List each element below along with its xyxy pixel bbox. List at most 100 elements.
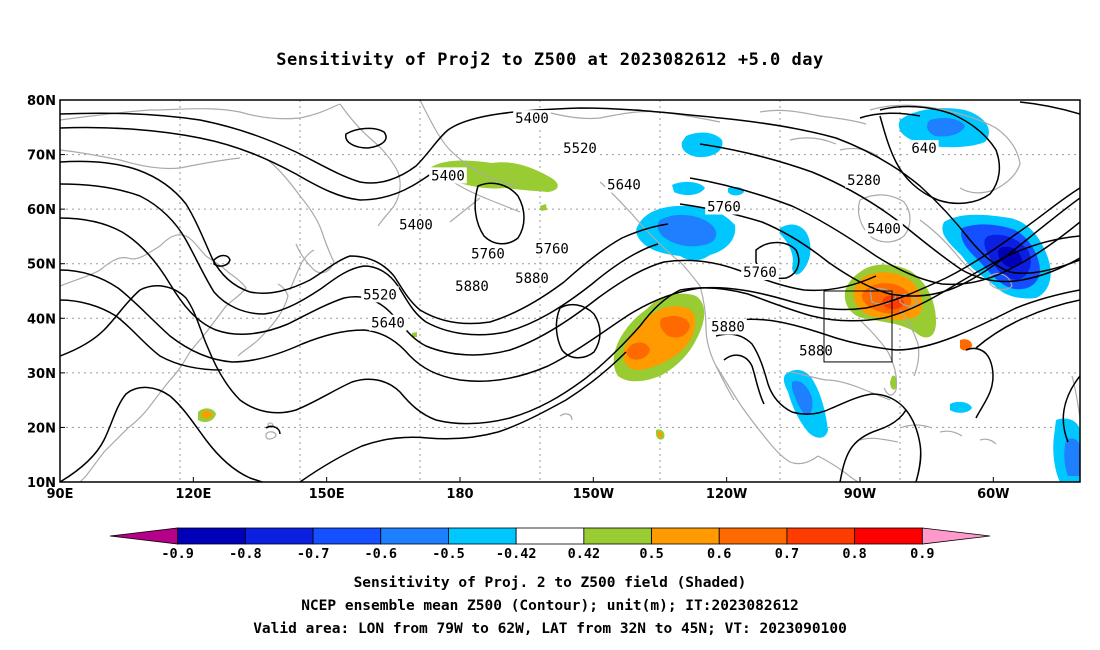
colorbar-segment <box>651 527 720 545</box>
colorbar-label: -0.42 <box>496 546 537 562</box>
contour-label: 5880 <box>711 320 745 336</box>
shade-negative-pacific-core <box>657 214 717 247</box>
contour-label: 5760 <box>471 246 505 262</box>
gridlines <box>60 100 1080 482</box>
colorbar-segment <box>448 527 517 545</box>
contour-label-bg <box>469 245 507 262</box>
contour-label: 5520 <box>363 287 397 303</box>
contour-label: 5880 <box>455 279 489 295</box>
contour-label: 5760 <box>743 265 777 281</box>
shade-negative-far-east-core <box>1064 438 1080 476</box>
z500-contours <box>60 101 1080 482</box>
lat-tick-label: 40N <box>27 312 56 327</box>
colorbar-segment <box>583 527 652 545</box>
colorbar-arrow-high <box>921 527 991 545</box>
contour-label: 5640 <box>371 316 405 332</box>
lon-tick-label: 150W <box>573 487 614 502</box>
contour-label-bg <box>533 240 571 257</box>
contour-label-bg <box>513 110 551 127</box>
colorbar-label: 0.7 <box>775 546 799 562</box>
contour-label: 5760 <box>707 200 741 216</box>
colorbar-label: 0.9 <box>910 546 934 562</box>
colorbar-segment <box>854 527 923 545</box>
contour-label-bg <box>709 318 747 335</box>
shade-positive-florida <box>890 375 897 390</box>
contour-label: 5640 <box>607 178 641 194</box>
sensitivity-shading <box>198 108 1080 482</box>
contour-label: 640 <box>911 141 936 157</box>
lat-tick-label: 20N <box>27 421 56 436</box>
shade-negative-gulf-core <box>792 380 813 416</box>
shade-positive-east-small <box>960 339 972 351</box>
shade-positive-west-pacific-core <box>202 411 212 419</box>
contour-label-bg <box>513 269 551 286</box>
lon-tick-label: 150E <box>309 487 345 502</box>
lat-tick-label: 80N <box>27 94 56 109</box>
contour-label: 5400 <box>515 111 549 127</box>
lat-tick-label: 60N <box>27 203 56 218</box>
lon-tick-label: 120W <box>706 487 747 502</box>
contour-label-bg <box>865 220 903 237</box>
caption-valid-area: Valid area: LON from 79W to 62W, LAT fro… <box>253 621 847 637</box>
colorbar-segment <box>380 527 449 545</box>
lon-tick-label: 90E <box>47 487 74 502</box>
valid-area-box <box>823 290 893 363</box>
colorbar-segment <box>515 527 585 545</box>
colorbar-segment <box>244 527 314 545</box>
contour-label-bg <box>845 171 883 188</box>
shade-negative-small-2 <box>672 181 705 196</box>
map-border <box>59 99 1081 483</box>
contour-label: 5400 <box>867 221 901 237</box>
contour-label: 5400 <box>431 168 465 184</box>
lat-tick-label: 50N <box>27 258 56 273</box>
colorbar-segment <box>177 527 246 545</box>
contour-label: 5880 <box>799 344 833 360</box>
contour-label-bg <box>453 278 491 295</box>
contour-label-bg <box>909 140 939 157</box>
contour-label-bg <box>369 314 407 331</box>
lat-tick-label: 10N <box>27 476 56 491</box>
shade-positive-pacific-core2 <box>626 342 650 360</box>
contour-label: 5400 <box>399 218 433 234</box>
shade-positive-pacific-core1 <box>660 316 690 338</box>
colorbar-label: 0.6 <box>707 546 731 562</box>
map-title: Sensitivity of Proj2 to Z500 at 20230826… <box>276 50 824 70</box>
shade-positive-tiny <box>412 332 417 337</box>
contour-labels: 5400 5520 5640 5280 5400 5400 5400 5520 5640 5760… <box>361 110 939 360</box>
colorbar-segment <box>786 527 856 545</box>
lat-tick-label: 30N <box>27 367 56 382</box>
colorbar-segment <box>718 527 788 545</box>
colorbar-arrow-low <box>109 527 179 545</box>
contour-label-bg <box>561 140 599 157</box>
colorbar: -0.9 -0.8 -0.7 -0.6 -0.5 -0.42 0.42 0.5 0.6 0.7 0.… <box>109 527 991 562</box>
lon-tick-label: 90W <box>844 487 876 502</box>
contour-label-bg <box>361 286 399 303</box>
colorbar-label: 0.5 <box>639 546 663 562</box>
contour-label: 5880 <box>515 271 549 287</box>
shade-negative-greenland-core <box>927 118 965 137</box>
colorbar-label: -0.6 <box>365 546 398 562</box>
contour-label-bg <box>705 198 743 215</box>
colorbar-label: -0.9 <box>161 546 194 562</box>
contour-label-bg <box>797 342 835 359</box>
coastlines <box>60 100 1080 482</box>
contour-label-bg <box>741 263 779 280</box>
contour-label: 5280 <box>847 173 881 189</box>
lon-tick-label: 120E <box>175 487 211 502</box>
colorbar-label: 0.42 <box>568 546 601 562</box>
shade-positive-pacific-small-core <box>658 431 663 438</box>
colorbar-segment <box>312 527 382 545</box>
caption-contour: NCEP ensemble mean Z500 (Contour); unit(… <box>301 598 799 614</box>
colorbar-label: 0.8 <box>842 546 866 562</box>
caption-shaded: Sensitivity of Proj. 2 to Z500 field (Sh… <box>353 575 747 591</box>
colorbar-label: -0.7 <box>297 546 330 562</box>
contour-label-bg <box>429 167 467 184</box>
lon-tick-label: 180 <box>446 487 473 502</box>
colorbar-label: -0.5 <box>432 546 465 562</box>
lat-tick-label: 70N <box>27 149 56 164</box>
contour-label: 5520 <box>563 141 597 157</box>
lon-tick-label: 60W <box>977 487 1009 502</box>
shade-positive-small <box>540 204 547 211</box>
